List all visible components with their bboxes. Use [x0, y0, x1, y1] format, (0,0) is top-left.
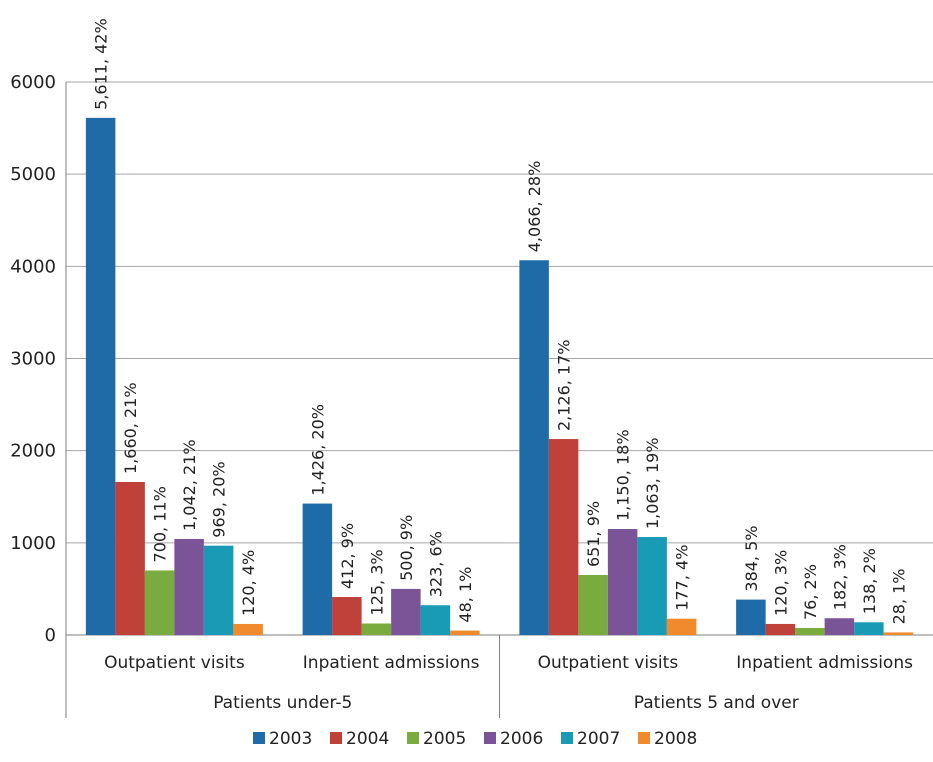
gridlines [66, 81, 933, 544]
y-tick-label: 6000 [10, 72, 56, 93]
bar [332, 597, 362, 635]
legend-swatch [253, 732, 265, 744]
bar [765, 623, 796, 635]
bar [666, 618, 697, 635]
legend-label: 2004 [346, 729, 389, 749]
legend-label: 2008 [654, 729, 697, 749]
bar [578, 574, 608, 635]
data-label: 4,066, 28% [525, 161, 544, 253]
data-labels: 5,611, 42% 1,660, 21% 700, 11% 1,042, 21% 96… [92, 18, 909, 624]
data-label: 969, 20% [210, 461, 229, 537]
legend-swatch [638, 732, 650, 744]
bar [883, 632, 914, 635]
data-label: 177, 4% [673, 545, 692, 611]
data-label: 1,660, 21% [121, 382, 140, 474]
bar [233, 623, 263, 635]
bar [450, 630, 480, 635]
legend-swatch [484, 732, 496, 744]
group-label: Patients under-5 [213, 693, 352, 713]
legend: 2003 2004 2005 2006 2007 2008 [253, 729, 697, 749]
category-label: Outpatient visits [538, 653, 679, 673]
y-tick-label: 1000 [10, 533, 56, 554]
bars [85, 117, 914, 635]
data-label: 500, 9% [397, 515, 416, 581]
category-label: Inpatient admissions [303, 653, 480, 673]
legend-swatch [561, 732, 573, 744]
bar [548, 439, 579, 635]
bar [174, 538, 204, 635]
bar [391, 588, 421, 635]
bar [795, 627, 825, 635]
y-tick-label: 3000 [10, 349, 56, 370]
data-label: 412, 9% [338, 523, 357, 589]
data-label: 1,426, 20% [308, 404, 327, 496]
legend-label: 2007 [577, 729, 620, 749]
y-tick-label: 4000 [10, 256, 56, 277]
legend-label: 2003 [269, 729, 312, 749]
bar [144, 570, 175, 635]
bar [607, 529, 638, 635]
y-tick-label: 2000 [10, 441, 56, 462]
category-label: Outpatient visits [104, 653, 245, 673]
bar [420, 605, 451, 635]
data-label: 1,150, 18% [614, 429, 633, 521]
bar [519, 260, 549, 635]
bar [115, 482, 145, 635]
data-label: 384, 5% [742, 526, 761, 592]
bar [637, 537, 667, 635]
data-label: 120, 4% [239, 550, 258, 616]
data-label: 125, 3% [367, 549, 386, 615]
data-label: 1,063, 19% [643, 437, 662, 529]
data-label: 48, 1% [456, 567, 475, 623]
bar [361, 623, 392, 635]
bar [736, 599, 766, 635]
y-tick-label: 5000 [10, 164, 56, 185]
group-label: Patients 5 and over [634, 693, 799, 713]
data-label: 323, 6% [426, 531, 445, 597]
legend-label: 2006 [500, 729, 543, 749]
bar [85, 117, 116, 635]
bar [854, 622, 884, 635]
legend-swatch [330, 732, 342, 744]
y-tick-label: 0 [45, 625, 56, 646]
data-label: 182, 3% [830, 544, 849, 610]
data-label: 120, 3% [771, 550, 790, 616]
bar [203, 545, 234, 635]
data-label: 651, 9% [584, 501, 603, 567]
data-label: 700, 11% [151, 486, 170, 562]
data-label: 138, 2% [860, 548, 879, 614]
bar [302, 503, 333, 635]
legend-label: 2005 [423, 729, 466, 749]
legend-swatch [407, 732, 419, 744]
data-label: 2,126, 17% [555, 340, 574, 432]
bar [824, 618, 855, 635]
category-label: Inpatient admissions [736, 653, 913, 673]
data-label: 1,042, 21% [180, 439, 199, 531]
data-label: 5,611, 42% [92, 18, 111, 110]
data-label: 28, 1% [889, 568, 908, 624]
data-label: 76, 2% [801, 564, 820, 620]
